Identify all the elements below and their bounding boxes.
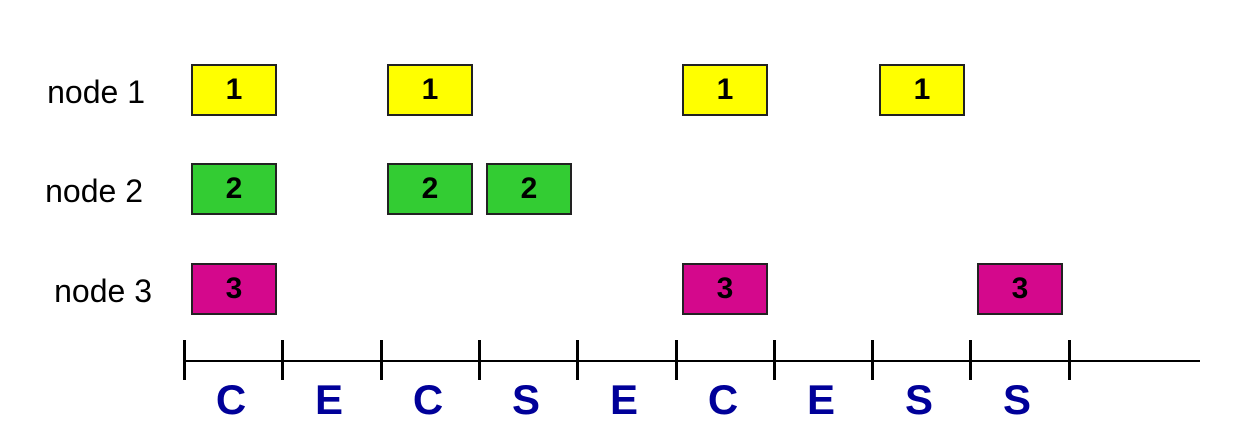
axis-tick <box>281 340 284 380</box>
axis-tick <box>773 340 776 380</box>
node-3-block-slot-1: 3 <box>191 263 277 315</box>
axis-tick <box>576 340 579 380</box>
slot-label-3: C <box>412 376 444 423</box>
node-3-block-slot-9: 3 <box>977 263 1063 315</box>
node-2-block-slot-1: 2 <box>191 163 277 215</box>
node-2-block-slot-4: 2 <box>486 163 572 215</box>
slot-label-1: C <box>215 376 247 423</box>
node-1-block-slot-3: 1 <box>387 64 473 116</box>
axis-tick <box>183 340 186 380</box>
axis-tick <box>478 340 481 380</box>
slot-label-4: S <box>511 376 540 423</box>
slot-label-2: E <box>314 376 343 423</box>
node-1-block-slot-1: 1 <box>191 64 277 116</box>
row-label-node-2: node 2 <box>45 173 143 209</box>
axis-tick <box>1068 340 1071 380</box>
node-1-block-slot-8: 1 <box>879 64 965 116</box>
node-3-block-slot-6: 3 <box>682 263 768 315</box>
axis-tick <box>675 340 678 380</box>
timeline-axis <box>184 360 1200 362</box>
slot-label-6: C <box>707 376 739 423</box>
row-label-node-3: node 3 <box>54 273 152 309</box>
axis-tick <box>969 340 972 380</box>
slot-label-7: E <box>806 376 835 423</box>
slot-label-5: E <box>609 376 638 423</box>
node-2-block-slot-3: 2 <box>387 163 473 215</box>
axis-tick <box>871 340 874 380</box>
slot-label-9: S <box>1002 376 1031 423</box>
row-label-node-1: node 1 <box>47 74 145 110</box>
axis-tick <box>380 340 383 380</box>
slot-label-8: S <box>904 376 933 423</box>
node-1-block-slot-6: 1 <box>682 64 768 116</box>
